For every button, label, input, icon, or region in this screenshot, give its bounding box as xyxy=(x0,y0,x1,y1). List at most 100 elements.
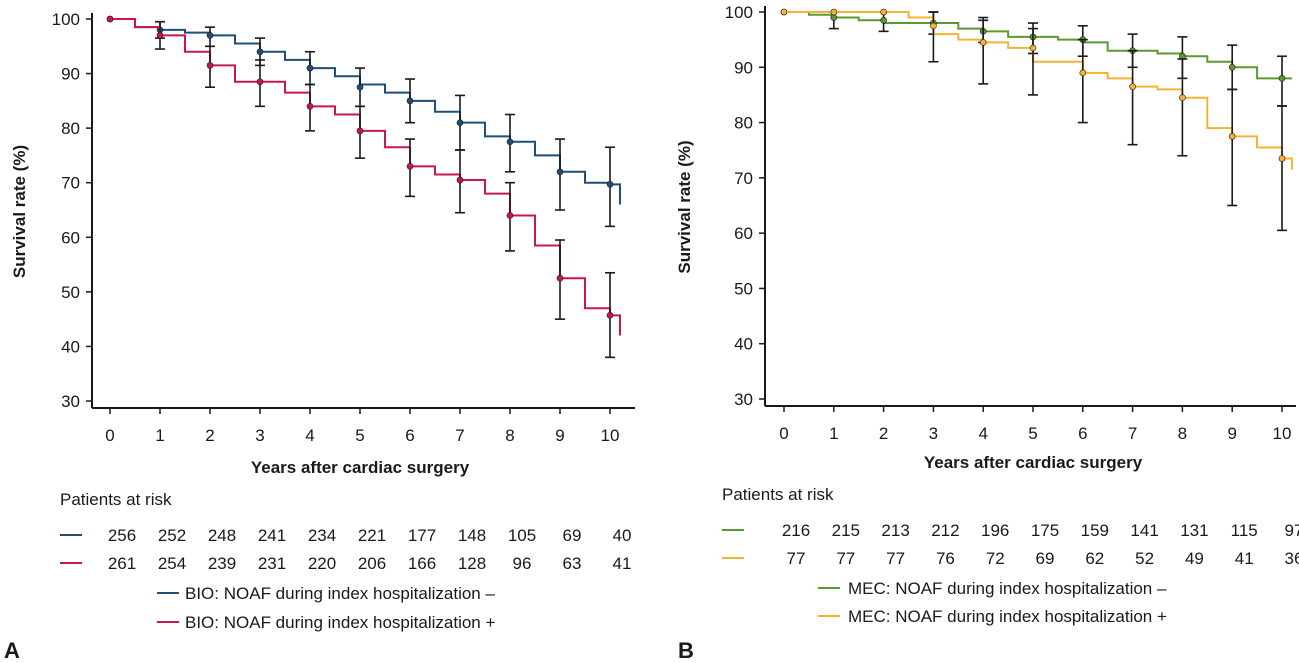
data-point xyxy=(257,79,263,85)
data-point xyxy=(157,32,163,38)
x-tick-label: 2 xyxy=(205,426,214,445)
legend-label: BIO: NOAF during index hospitalization – xyxy=(185,584,495,603)
data-point xyxy=(557,275,563,281)
data-point xyxy=(831,9,837,15)
risk-count: 97 xyxy=(1285,521,1299,540)
x-tick-label: 9 xyxy=(1227,424,1236,443)
y-axis-label: Survival rate (%) xyxy=(10,145,29,278)
data-point xyxy=(507,212,513,218)
risk-count: 261 xyxy=(108,554,136,573)
x-tick-label: 1 xyxy=(155,426,164,445)
x-tick-label: 8 xyxy=(1178,424,1187,443)
risk-count: 212 xyxy=(931,521,959,540)
x-tick-label: 0 xyxy=(779,424,788,443)
risk-count: 77 xyxy=(886,549,905,568)
x-tick-label: 4 xyxy=(305,426,314,445)
risk-count: 40 xyxy=(613,526,632,545)
data-point xyxy=(507,139,513,145)
risk-count: 62 xyxy=(1085,549,1104,568)
y-tick-label: 70 xyxy=(61,174,80,193)
data-point xyxy=(457,177,463,183)
y-tick-label: 90 xyxy=(61,65,80,84)
x-tick-label: 6 xyxy=(1078,424,1087,443)
risk-count: 41 xyxy=(613,554,632,573)
x-tick-label: 7 xyxy=(1128,424,1137,443)
data-point xyxy=(407,98,413,104)
x-tick-label: 7 xyxy=(455,426,464,445)
data-point xyxy=(1130,84,1136,90)
data-point xyxy=(307,103,313,109)
data-point xyxy=(881,9,887,15)
risk-count: 220 xyxy=(308,554,336,573)
risk-count: 115 xyxy=(1231,521,1258,540)
x-tick-label: 10 xyxy=(1273,424,1292,443)
y-tick-label: 80 xyxy=(61,119,80,138)
legend-label: MEC: NOAF during index hospitalization – xyxy=(848,579,1167,598)
risk-count: 69 xyxy=(1036,549,1055,568)
risk-count: 96 xyxy=(513,554,532,573)
risk-table-title: Patients at risk xyxy=(722,485,834,504)
x-tick-label: 0 xyxy=(105,426,114,445)
data-point xyxy=(1229,64,1235,70)
panel-label: A xyxy=(4,638,20,663)
data-point xyxy=(557,169,563,175)
chart-panel-b: 30 40 50 60 70 80 90 100 0 1 2 3 4 5 6 7 8 9 10 Years after… xyxy=(675,3,1299,663)
risk-count: 49 xyxy=(1185,549,1204,568)
risk-count: 215 xyxy=(832,521,860,540)
data-point xyxy=(1030,45,1036,51)
risk-count: 41 xyxy=(1235,549,1254,568)
x-axis-label: Years after cardiac surgery xyxy=(251,458,470,477)
data-point xyxy=(307,65,313,71)
y-tick-label: 50 xyxy=(61,283,80,302)
risk-count: 77 xyxy=(787,549,806,568)
risk-count: 177 xyxy=(408,526,436,545)
x-axis-label: Years after cardiac surgery xyxy=(924,453,1143,472)
data-point xyxy=(881,17,887,23)
risk-count: 36 xyxy=(1285,549,1299,568)
y-tick-label: 70 xyxy=(734,169,753,188)
y-tick-label: 30 xyxy=(734,390,753,409)
data-point xyxy=(357,128,363,134)
x-tick-label: 10 xyxy=(601,426,620,445)
risk-count: 105 xyxy=(508,526,536,545)
data-point xyxy=(781,9,787,15)
y-tick-label: 50 xyxy=(734,279,753,298)
risk-count: 63 xyxy=(563,554,582,573)
y-axis-label: Survival rate (%) xyxy=(675,140,694,273)
risk-count: 234 xyxy=(308,526,336,545)
data-point xyxy=(930,23,936,29)
data-point xyxy=(207,62,213,68)
x-tick-label: 5 xyxy=(1028,424,1037,443)
x-tick-label: 3 xyxy=(929,424,938,443)
data-point xyxy=(407,163,413,169)
risk-count: 166 xyxy=(408,554,436,573)
x-tick-label: 4 xyxy=(978,424,987,443)
data-point xyxy=(357,84,363,90)
y-tick-label: 90 xyxy=(734,58,753,77)
x-tick-label: 3 xyxy=(255,426,264,445)
y-tick-label: 40 xyxy=(61,337,80,356)
risk-count: 69 xyxy=(563,526,582,545)
x-tick-label: 8 xyxy=(505,426,514,445)
data-point xyxy=(1279,75,1285,81)
risk-count: 159 xyxy=(1081,521,1109,540)
y-tick-label: 100 xyxy=(52,10,80,29)
risk-count: 248 xyxy=(208,526,236,545)
y-tick-label: 40 xyxy=(734,335,753,354)
risk-count: 131 xyxy=(1180,521,1208,540)
survival-curve-plus xyxy=(784,12,1292,170)
risk-count: 141 xyxy=(1130,521,1158,540)
x-tick-label: 6 xyxy=(405,426,414,445)
data-point xyxy=(1080,70,1086,76)
data-point xyxy=(257,49,263,55)
risk-count: 256 xyxy=(108,526,136,545)
risk-count: 239 xyxy=(208,554,236,573)
data-point xyxy=(107,16,113,22)
risk-count: 196 xyxy=(981,521,1009,540)
y-tick-label: 30 xyxy=(61,392,80,411)
data-point xyxy=(1179,95,1185,101)
data-point xyxy=(1229,133,1235,139)
x-tick-label: 5 xyxy=(355,426,364,445)
y-tick-label: 60 xyxy=(734,224,753,243)
